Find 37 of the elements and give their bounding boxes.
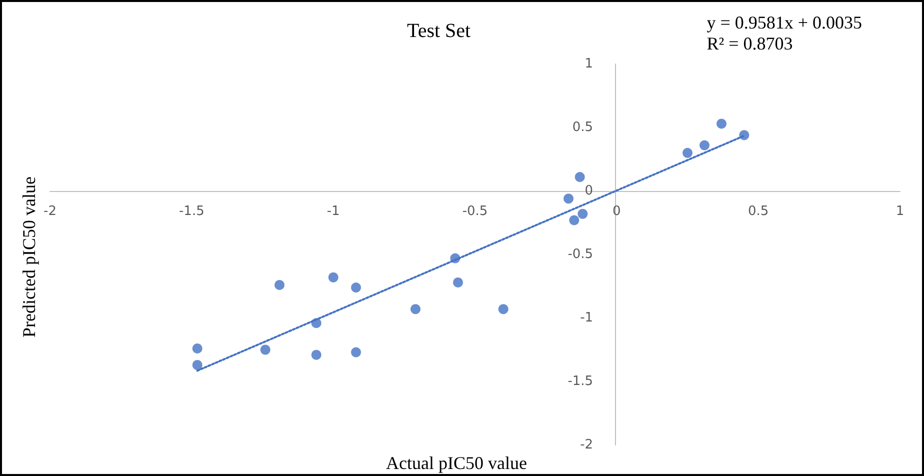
y-tick-label: -0.5 — [568, 247, 594, 262]
point — [700, 140, 710, 150]
point — [682, 148, 692, 158]
y-tick-label: -1.5 — [568, 374, 594, 389]
text: y = 0.9581x + 0.0035 — [706, 12, 862, 32]
point — [192, 360, 202, 370]
point — [351, 347, 361, 358]
x-tick-label: -2 — [44, 204, 56, 219]
point — [453, 277, 463, 288]
y-tick-label: -1 — [580, 310, 594, 326]
point — [716, 118, 726, 129]
point — [192, 343, 202, 354]
point — [578, 208, 588, 219]
chart-title: Test Set — [407, 20, 472, 42]
point — [564, 194, 574, 204]
x-tick-label: -1.5 — [178, 204, 204, 219]
point — [351, 282, 361, 293]
point — [260, 344, 270, 355]
point — [328, 272, 338, 282]
x-tick-label: -0.5 — [462, 204, 488, 219]
point — [311, 350, 322, 360]
y-tick-label: 0 — [584, 184, 594, 198]
y-tick-label: -2 — [580, 438, 594, 452]
text: R² = 0.8703 — [706, 34, 793, 54]
y-axis-title: Predicted pIC50 value — [19, 176, 39, 338]
point — [410, 304, 420, 314]
point — [569, 215, 580, 226]
x-tick-label: 0 — [612, 204, 621, 219]
x-tick-label: -1 — [326, 204, 340, 219]
point — [574, 172, 585, 182]
x-tick-label: 0.5 — [748, 204, 769, 219]
point — [498, 304, 508, 314]
y-tick-label: 0.5 — [572, 120, 594, 135]
point — [274, 280, 284, 290]
x-tick-label: 1 — [896, 204, 904, 219]
y-tick-label: 1 — [584, 56, 594, 72]
x-axis-title: Actual pIC50 value — [386, 453, 527, 473]
